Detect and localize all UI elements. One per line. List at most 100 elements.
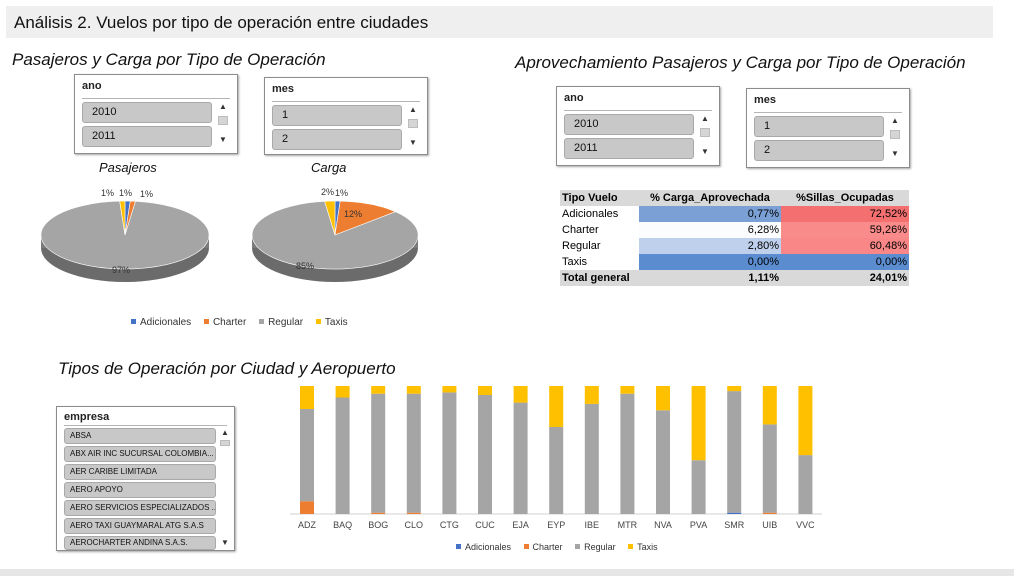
bar-smr-regular[interactable] bbox=[727, 391, 742, 513]
bar-cuc-regular[interactable] bbox=[478, 395, 492, 514]
slicer-item-empresa[interactable]: ABSA bbox=[64, 428, 216, 444]
bar-bog-taxis[interactable] bbox=[371, 386, 386, 394]
bar-mtr-regular[interactable] bbox=[620, 393, 635, 514]
bar-pva-taxis[interactable] bbox=[691, 386, 706, 461]
pivot-value-carga[interactable]: 0,00% bbox=[639, 254, 781, 270]
bar-cuc-taxis[interactable] bbox=[478, 386, 492, 395]
pivot-row-label[interactable]: Taxis bbox=[562, 256, 588, 268]
bar-smr-adicionales[interactable] bbox=[727, 512, 742, 514]
legend-item-regular: Regular bbox=[575, 542, 616, 552]
bar-clo-regular[interactable] bbox=[406, 393, 421, 513]
slicer-item-empresa[interactable]: AEROCHARTER ANDINA S.A.S. bbox=[64, 536, 216, 550]
bar-eyp-regular[interactable] bbox=[549, 427, 564, 514]
pivot-total-label[interactable]: Total general bbox=[560, 270, 639, 286]
bar-smr-taxis[interactable] bbox=[727, 386, 742, 392]
slicer-item-empresa[interactable]: AERO SERVICIOS ESPECIALIZADOS ... bbox=[64, 500, 216, 516]
pivot-value-sillas[interactable]: 0,00% bbox=[781, 254, 909, 270]
legend-swatch bbox=[131, 318, 136, 324]
scroll-thumb[interactable] bbox=[218, 116, 228, 125]
slicer-scrollbar[interactable]: ▲ ▼ bbox=[407, 105, 419, 150]
bar-eja-regular[interactable] bbox=[513, 402, 528, 514]
bar-pva-regular[interactable] bbox=[691, 460, 706, 514]
pie-carga-slice-taxis[interactable] bbox=[324, 200, 336, 236]
pivot-value-carga[interactable]: 2,80% bbox=[639, 238, 781, 254]
scroll-up-icon[interactable]: ▲ bbox=[409, 105, 417, 114]
pivot-value-sillas[interactable]: 72,52% bbox=[781, 206, 909, 222]
bar-mtr-taxis[interactable] bbox=[620, 386, 635, 394]
bar-ibe-regular[interactable] bbox=[584, 403, 599, 514]
bar-ctg-taxis[interactable] bbox=[442, 386, 457, 393]
scroll-thumb[interactable] bbox=[408, 119, 418, 128]
scroll-up-icon[interactable]: ▲ bbox=[701, 114, 709, 123]
legend-item-charter: Charter bbox=[523, 542, 563, 552]
slicer-item-empresa[interactable]: AER CARIBE LIMITADA bbox=[64, 464, 216, 480]
pivot-total-sillas[interactable]: 24,01% bbox=[781, 270, 909, 286]
pivot-total-row: Total general 1,11% 24,01% bbox=[560, 270, 909, 286]
bar-baq-taxis[interactable] bbox=[335, 386, 350, 398]
scroll-down-icon[interactable]: ▼ bbox=[219, 135, 227, 144]
bar-adz-taxis[interactable] bbox=[300, 386, 314, 409]
slicer-item-mes-1[interactable]: 1 bbox=[272, 105, 402, 126]
scroll-down-icon[interactable]: ▼ bbox=[409, 138, 417, 147]
scroll-up-icon[interactable]: ▲ bbox=[891, 116, 899, 125]
slicer-item-mes-2[interactable]: 2 bbox=[754, 140, 884, 161]
pivot-value-carga[interactable]: 0,77% bbox=[639, 206, 781, 222]
slicer-scrollbar[interactable]: ▲ ▼ bbox=[889, 116, 901, 161]
scroll-thumb[interactable] bbox=[890, 130, 900, 139]
pie-pasajeros-label: Pasajeros bbox=[99, 160, 157, 175]
pivot-row-label[interactable]: Charter bbox=[562, 224, 599, 236]
slicer-scrollbar[interactable]: ▲ ▼ bbox=[699, 114, 711, 159]
bar-baq-regular[interactable] bbox=[335, 397, 350, 515]
slicer-item-2010[interactable]: 2010 bbox=[564, 114, 694, 135]
bar-uib-charter[interactable] bbox=[762, 512, 777, 514]
slicer-item-2011[interactable]: 2011 bbox=[564, 138, 694, 159]
bar-eyp-taxis[interactable] bbox=[549, 386, 564, 427]
slicer-item-mes-1[interactable]: 1 bbox=[754, 116, 884, 137]
slicer-scrollbar[interactable]: ▲ ▼ bbox=[219, 428, 231, 548]
bar-nva-taxis[interactable] bbox=[656, 386, 670, 411]
legend-swatch bbox=[259, 318, 265, 324]
pivot-header-cell[interactable]: Tipo Vuelo bbox=[560, 190, 639, 206]
scroll-thumb[interactable] bbox=[700, 128, 710, 137]
slicer-item-empresa[interactable]: ABX AIR INC SUCURSAL COLOMBIA... bbox=[64, 446, 216, 462]
bar-clo-taxis[interactable] bbox=[406, 386, 421, 394]
bar-adz-charter[interactable] bbox=[300, 501, 314, 514]
bar-uib-regular[interactable] bbox=[762, 424, 777, 513]
bar-ibe-taxis[interactable] bbox=[584, 386, 599, 404]
scroll-thumb[interactable] bbox=[220, 440, 230, 446]
scroll-down-icon[interactable]: ▼ bbox=[701, 147, 709, 156]
pivot-header-cell[interactable]: %Sillas_Ocupadas bbox=[781, 190, 909, 206]
bar-vvc-regular[interactable] bbox=[798, 455, 813, 514]
pivot-value-sillas[interactable]: 59,26% bbox=[781, 222, 909, 238]
scroll-down-icon[interactable]: ▼ bbox=[891, 149, 899, 158]
pivot-header-cell[interactable]: % Carga_Aprovechada bbox=[639, 190, 781, 206]
slicer-item-empresa[interactable]: AERO APOYO bbox=[64, 482, 216, 498]
bar-bog-charter[interactable] bbox=[371, 512, 386, 514]
pie-pasajeros-slice-taxis[interactable] bbox=[119, 200, 126, 236]
pivot-total-carga[interactable]: 1,11% bbox=[639, 270, 781, 286]
scroll-down-icon[interactable]: ▼ bbox=[221, 538, 229, 547]
slicer-item-2010[interactable]: 2010 bbox=[82, 102, 212, 123]
pie-carga-slice-regular[interactable] bbox=[251, 200, 419, 270]
bar-adz-regular[interactable] bbox=[300, 409, 314, 502]
pie-pasajeros-slice-regular[interactable] bbox=[40, 200, 210, 270]
pivot-row-label[interactable]: Adicionales bbox=[562, 208, 619, 220]
bar-eja-taxis[interactable] bbox=[513, 386, 528, 403]
slicer-item-2011[interactable]: 2011 bbox=[82, 126, 212, 147]
bar-uib-taxis[interactable] bbox=[762, 386, 777, 425]
bar-bog-regular[interactable] bbox=[371, 393, 386, 513]
legend-swatch bbox=[523, 544, 529, 550]
scroll-up-icon[interactable]: ▲ bbox=[221, 428, 229, 437]
pivot-value-carga[interactable]: 6,28% bbox=[639, 222, 781, 238]
slicer-scrollbar[interactable]: ▲ ▼ bbox=[217, 102, 229, 147]
scroll-up-icon[interactable]: ▲ bbox=[219, 102, 227, 111]
pivot-row-label[interactable]: Regular bbox=[562, 240, 601, 252]
slicer-item-empresa[interactable]: AERO TAXI GUAYMARAL ATG S.A.S bbox=[64, 518, 216, 534]
pivot-value-sillas[interactable]: 60,48% bbox=[781, 238, 909, 254]
bar-nva-regular[interactable] bbox=[656, 410, 670, 514]
pie-carga-slice-charter[interactable] bbox=[334, 200, 397, 236]
slicer-item-mes-2[interactable]: 2 bbox=[272, 129, 402, 150]
bar-clo-charter[interactable] bbox=[406, 512, 421, 514]
bar-ctg-regular[interactable] bbox=[442, 392, 457, 514]
bar-vvc-taxis[interactable] bbox=[798, 386, 813, 456]
